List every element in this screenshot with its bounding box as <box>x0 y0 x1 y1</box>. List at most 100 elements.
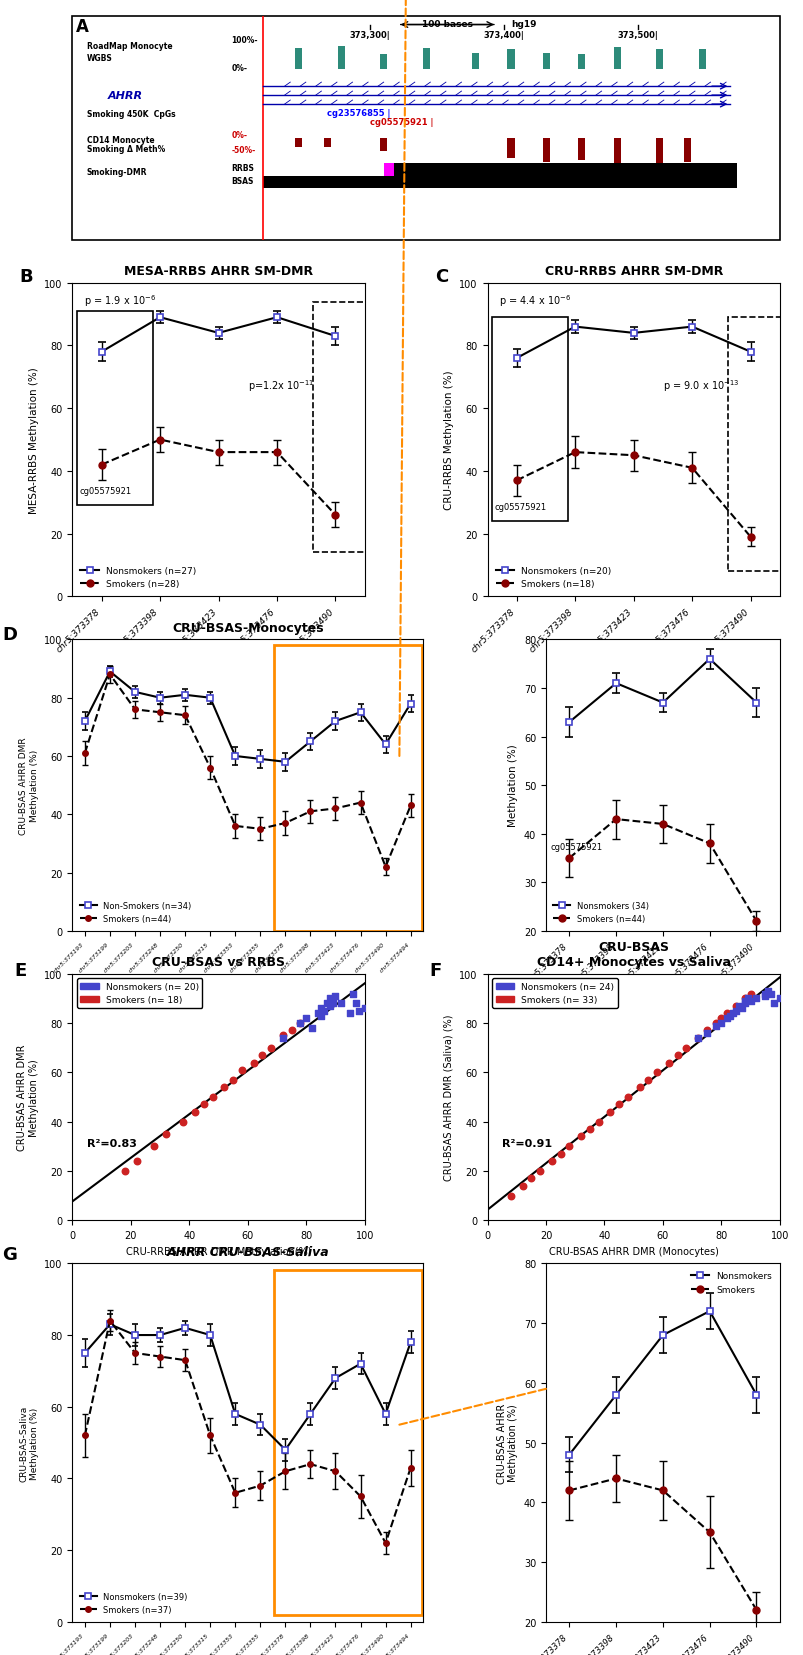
Text: WGBS: WGBS <box>87 53 112 63</box>
Text: cg05575921: cg05575921 <box>494 501 546 511</box>
Title: MESA-RRBS AHRR SM-DMR: MESA-RRBS AHRR SM-DMR <box>124 265 312 278</box>
Bar <box>263 177 736 189</box>
Text: p=1.2x 10$^{-11}$: p=1.2x 10$^{-11}$ <box>247 377 314 394</box>
Point <box>764 981 777 1008</box>
Bar <box>577 139 585 161</box>
Text: Smoking Δ Meth%: Smoking Δ Meth% <box>87 146 165 154</box>
X-axis label: CRU-BSAS AHRR DMR (Monocytes): CRU-BSAS AHRR DMR (Monocytes) <box>548 1246 718 1256</box>
Point <box>714 1010 727 1036</box>
Point <box>544 1149 557 1175</box>
Point <box>744 981 756 1008</box>
Bar <box>380 55 387 70</box>
Bar <box>274 1271 422 1615</box>
Legend: Nonsmokers (n=20), Smokers (n=18): Nonsmokers (n=20), Smokers (n=18) <box>491 563 614 592</box>
Bar <box>422 50 429 70</box>
Point <box>612 1092 625 1119</box>
Bar <box>542 53 549 70</box>
Text: cg05575921 |: cg05575921 | <box>369 118 433 127</box>
Text: CD14 Monocyte: CD14 Monocyte <box>87 136 154 146</box>
Point <box>641 1067 654 1094</box>
Text: R²=0.91: R²=0.91 <box>502 1139 552 1149</box>
Point <box>247 1049 259 1076</box>
Y-axis label: CRU-BSAS AHRR DMR
Methylation (%): CRU-BSAS AHRR DMR Methylation (%) <box>19 736 39 834</box>
Point <box>603 1099 616 1125</box>
Point <box>767 991 780 1018</box>
Bar <box>383 164 736 177</box>
Title: CRU-BSAS vs RRBS: CRU-BSAS vs RRBS <box>152 957 285 968</box>
Point <box>728 998 741 1024</box>
Y-axis label: MESA-RRBS Methylation (%): MESA-RRBS Methylation (%) <box>29 367 39 513</box>
Point <box>621 1084 634 1111</box>
Bar <box>295 139 302 147</box>
Bar <box>613 48 620 70</box>
Bar <box>295 50 302 70</box>
Text: BSAS: BSAS <box>231 177 254 185</box>
Bar <box>380 139 387 152</box>
Y-axis label: CRU-BSAS AHRR DMR (Saliva) (%): CRU-BSAS AHRR DMR (Saliva) (%) <box>443 1015 454 1180</box>
Point <box>346 981 359 1008</box>
Point <box>358 995 371 1021</box>
Title: CRU-RRBS AHRR SM-DMR: CRU-RRBS AHRR SM-DMR <box>544 265 722 278</box>
Bar <box>337 46 344 70</box>
Point <box>583 1115 596 1142</box>
Text: AHRR: AHRR <box>108 91 143 101</box>
Text: cg23576855 |: cg23576855 | <box>327 109 390 118</box>
Text: 0%-: 0%- <box>231 65 247 73</box>
Text: 373,400|: 373,400| <box>483 31 524 40</box>
X-axis label: CRU-RRBS AHRR DMR Methylation(%): CRU-RRBS AHRR DMR Methylation(%) <box>125 1246 311 1256</box>
Point <box>226 1067 239 1094</box>
Text: 373,300|: 373,300| <box>349 31 389 40</box>
Point <box>285 1018 298 1044</box>
Legend: Non-Smokers (n=34), Smokers (n=44): Non-Smokers (n=34), Smokers (n=44) <box>76 899 194 927</box>
Bar <box>683 139 691 164</box>
Point <box>708 1010 721 1036</box>
Point <box>723 1003 736 1029</box>
Point <box>758 981 771 1008</box>
Bar <box>471 53 479 70</box>
Point <box>235 1058 248 1084</box>
Point <box>714 1005 727 1031</box>
Point <box>726 1000 739 1026</box>
Point <box>198 1092 210 1119</box>
Text: RoadMap Monocyte: RoadMap Monocyte <box>87 43 172 51</box>
Point <box>317 998 330 1024</box>
Point <box>524 1165 537 1192</box>
Point <box>650 1059 662 1086</box>
Point <box>323 993 336 1019</box>
Bar <box>728 318 786 573</box>
Point <box>218 1074 230 1101</box>
Bar <box>491 318 568 521</box>
Text: Smoking-DMR: Smoking-DMR <box>87 167 147 177</box>
Text: hg19: hg19 <box>511 20 536 28</box>
Point <box>503 1183 516 1210</box>
Text: F: F <box>429 962 441 980</box>
Point <box>737 991 750 1018</box>
Text: 373,500|: 373,500| <box>618 31 658 40</box>
Point <box>352 998 365 1024</box>
Bar <box>698 50 705 70</box>
Point <box>553 1140 566 1167</box>
Point <box>276 1023 289 1049</box>
Point <box>760 978 773 1005</box>
Point <box>300 1005 312 1031</box>
Point <box>148 1134 161 1160</box>
Y-axis label: Methylation (%): Methylation (%) <box>507 745 518 828</box>
Point <box>671 1043 683 1069</box>
Point <box>708 1013 721 1039</box>
Bar <box>507 139 514 159</box>
Point <box>737 988 750 1015</box>
Legend: Nonsmokers (34), Smokers (n=44): Nonsmokers (34), Smokers (n=44) <box>549 899 651 927</box>
Point <box>314 995 327 1021</box>
Bar <box>577 55 585 70</box>
Bar <box>613 139 620 166</box>
Point <box>744 988 756 1015</box>
Legend: Nonsmokers (n=27), Smokers (n=28): Nonsmokers (n=27), Smokers (n=28) <box>77 563 199 592</box>
Point <box>662 1049 675 1076</box>
Text: R²=0.83: R²=0.83 <box>87 1139 137 1149</box>
Point <box>305 1015 318 1041</box>
Point <box>772 986 785 1013</box>
Text: Smoking 450K  CpGs: Smoking 450K CpGs <box>87 109 175 119</box>
Bar <box>383 164 393 177</box>
Point <box>720 1005 733 1031</box>
Point <box>189 1099 202 1125</box>
